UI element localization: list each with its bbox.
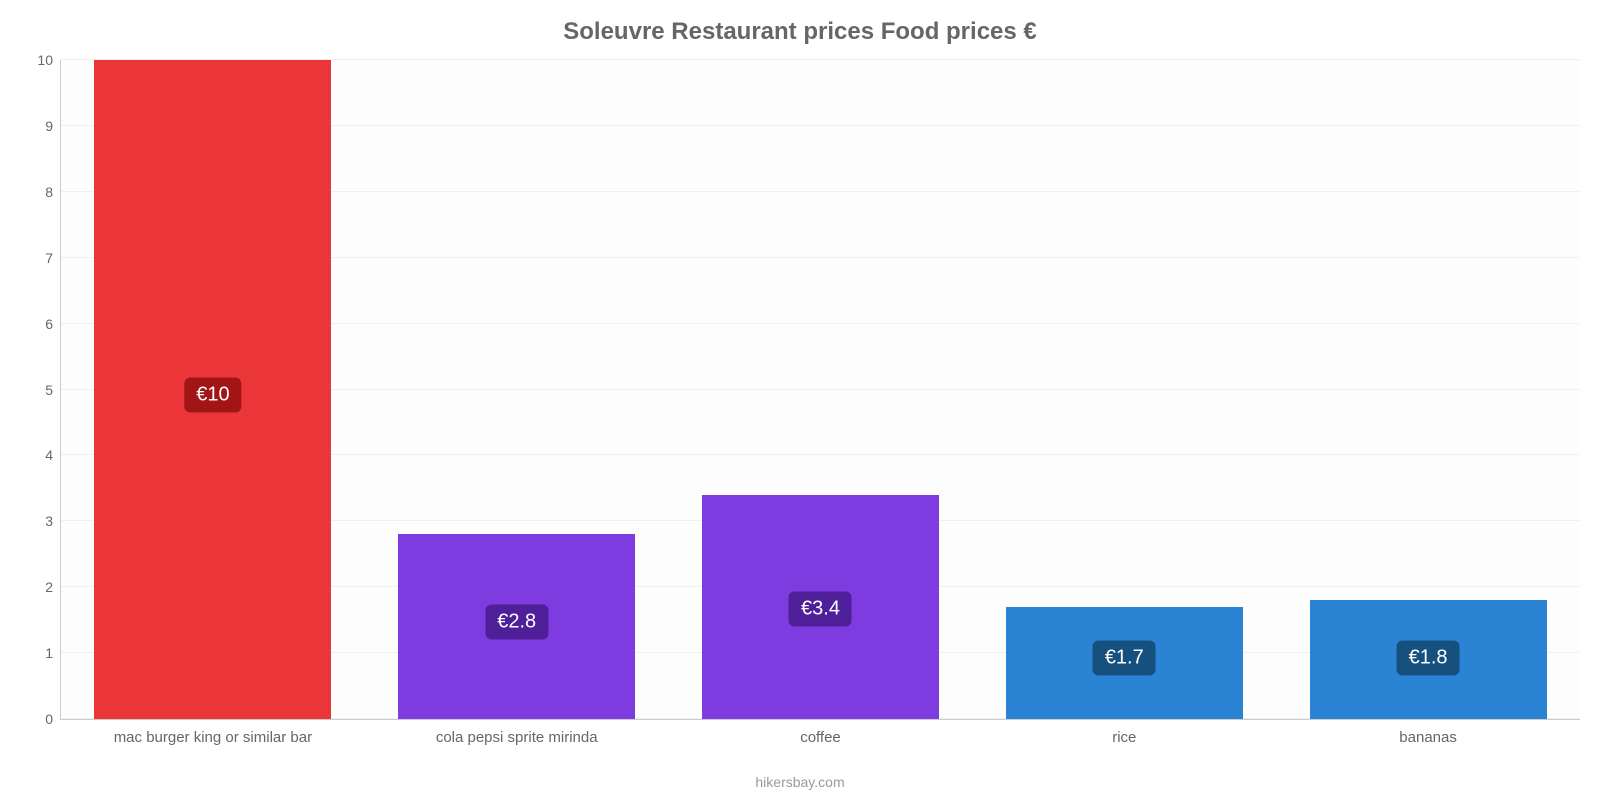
ytick-label: 5 [45, 382, 61, 398]
xtick-label: cola pepsi sprite mirinda [436, 719, 598, 746]
value-badge: €1.8 [1397, 641, 1460, 676]
bar-slot: €1.7rice [972, 60, 1276, 719]
ytick-label: 2 [45, 579, 61, 595]
xtick-label: rice [1112, 719, 1136, 746]
chart-area: 012345678910 €10mac burger king or simil… [60, 60, 1580, 720]
chart-title: Soleuvre Restaurant prices Food prices € [0, 0, 1600, 46]
ytick-label: 0 [45, 711, 61, 727]
ytick-label: 10 [37, 52, 61, 68]
value-badge: €1.7 [1093, 641, 1156, 676]
value-badge: €10 [184, 377, 241, 412]
value-badge: €3.4 [789, 592, 852, 627]
ytick-label: 9 [45, 118, 61, 134]
value-badge: €2.8 [485, 605, 548, 640]
ytick-label: 7 [45, 250, 61, 266]
bar-slot: €1.8bananas [1276, 60, 1580, 719]
xtick-label: bananas [1399, 719, 1457, 746]
bar-slot: €3.4coffee [669, 60, 973, 719]
bar-slot: €2.8cola pepsi sprite mirinda [365, 60, 669, 719]
xtick-label: mac burger king or similar bar [114, 719, 312, 746]
xtick-label: coffee [800, 719, 841, 746]
ytick-label: 6 [45, 316, 61, 332]
bars-container: €10mac burger king or similar bar€2.8col… [61, 60, 1580, 719]
plot-region: 012345678910 €10mac burger king or simil… [60, 60, 1580, 720]
ytick-label: 4 [45, 447, 61, 463]
credit-text: hikersbay.com [755, 774, 844, 790]
ytick-label: 8 [45, 184, 61, 200]
ytick-label: 1 [45, 645, 61, 661]
bar-slot: €10mac burger king or similar bar [61, 60, 365, 719]
ytick-label: 3 [45, 513, 61, 529]
